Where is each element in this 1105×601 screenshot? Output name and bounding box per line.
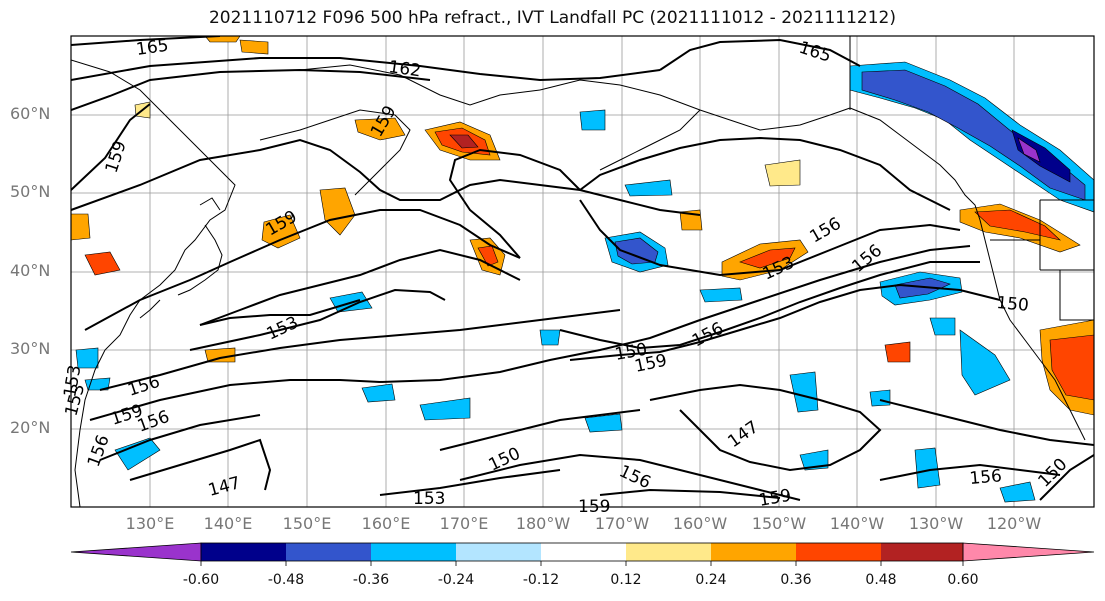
contour-label: 156 [807,214,845,248]
contour-label: 165 [796,38,833,67]
ivt-shading [71,36,1094,503]
colorbar-tick-label: 0.36 [780,572,812,588]
lat-label: 30°N [10,339,51,358]
contour-label: 156 [848,241,886,277]
contour-label: 165 [135,36,170,60]
colorbar-segment [541,543,626,561]
colorbar-segment [201,543,286,561]
lon-label: 140°W [829,514,885,533]
colorbar-segment [796,543,881,561]
contour-label: 162 [387,57,422,81]
lon-label: 170°W [594,514,650,533]
contour-label: 150 [1034,454,1071,491]
contour-label: 156 [969,466,1003,489]
contour-label: 156 [125,372,162,401]
colorbar [70,542,1095,566]
lon-label: 180°W [515,514,571,533]
lat-label: 50°N [10,182,51,201]
colorbar-segment [711,543,796,561]
colorbar-tick-label: -0.24 [437,572,475,588]
map-title: 2021110712 F096 500 hPa refract., IVT La… [208,8,896,28]
colorbar-tick-label: -0.12 [522,572,560,588]
colorbar-tick-label: -0.36 [352,572,390,588]
lon-label: 130°E [125,514,175,533]
lon-label: 170°E [439,514,489,533]
contour-label: 156 [616,461,654,493]
contour-label: 159 [578,497,610,517]
contour-label: 153 [264,313,302,345]
colorbar-tick-label: 0.12 [610,572,642,588]
lat-label: 40°N [10,261,51,280]
lat-label: 20°N [10,418,51,437]
contour-label: 147 [206,473,243,501]
colorbar-segment [286,543,371,561]
colorbar-tick-label: 0.48 [865,572,897,588]
colorbar-tick-label: -0.48 [267,572,305,588]
lat-label: 60°N [10,104,51,123]
lon-label: 130°W [908,514,964,533]
contour-label: 150 [996,293,1030,316]
lon-label: 160°W [672,514,728,533]
refractivity-contours [71,36,1094,501]
lon-label: 160°E [361,514,411,533]
coastlines [71,36,1094,507]
map-frame [70,35,1095,508]
colorbar-segment [70,542,202,562]
contour-label: 147 [724,417,762,452]
lon-label: 150°E [282,514,332,533]
colorbar-segment [626,543,711,561]
colorbar-tick-label: -0.60 [182,572,220,588]
contour-label: 159 [102,138,131,175]
lon-label: 120°W [986,514,1042,533]
colorbar-segment [962,542,1095,562]
colorbar-tick-label: 0.60 [947,572,979,588]
lon-label: 140°E [203,514,253,533]
colorbar-segment [456,543,541,561]
contour-label: 156 [689,319,727,352]
colorbar-segment [371,543,456,561]
contour-label: 153 [413,489,445,509]
lon-label: 150°W [751,514,807,533]
colorbar-segment [881,543,963,561]
colorbar-tick-label: 0.24 [695,572,727,588]
contour-label: 150 [486,444,524,476]
contour-label: 156 [84,432,114,469]
